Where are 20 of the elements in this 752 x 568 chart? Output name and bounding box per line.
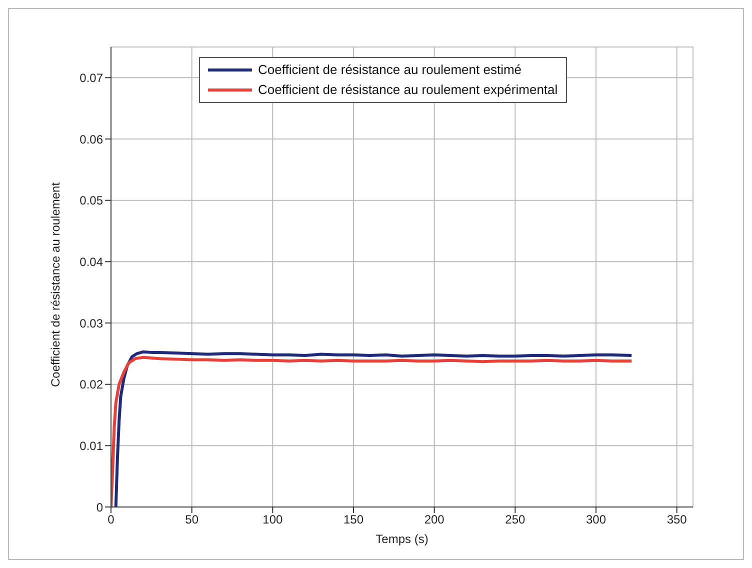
y-tick-label: 0.07	[80, 70, 104, 85]
x-tick-label: 350	[666, 512, 688, 527]
y-tick-label: 0.06	[80, 132, 104, 146]
x-tick-label: 50	[185, 512, 199, 527]
legend-label: Coefficient de résistance au roulement estimé	[258, 61, 522, 79]
x-tick-label: 200	[424, 512, 445, 527]
x-tick-label: 100	[262, 512, 283, 527]
x-tick-label: 0	[108, 512, 115, 527]
x-tick-label: 150	[343, 512, 364, 527]
y-tick-label: 0.01	[80, 438, 104, 453]
x-tick-label: 250	[505, 512, 526, 527]
y-tick-label: 0.02	[80, 378, 104, 392]
legend-label: Coefficient de résistance au roulement expérimental	[258, 81, 558, 99]
x-axis-title: Temps (s)	[376, 532, 428, 546]
y-tick-label: 0.04	[80, 254, 104, 269]
y-tick-label: 0.05	[80, 194, 104, 208]
x-tick-label: 300	[586, 512, 606, 527]
y-tick-label: 0	[96, 500, 104, 514]
y-tick-label: 0.03	[80, 316, 104, 330]
y-axis-title: Coefficient de résistance au roulement	[48, 182, 62, 387]
